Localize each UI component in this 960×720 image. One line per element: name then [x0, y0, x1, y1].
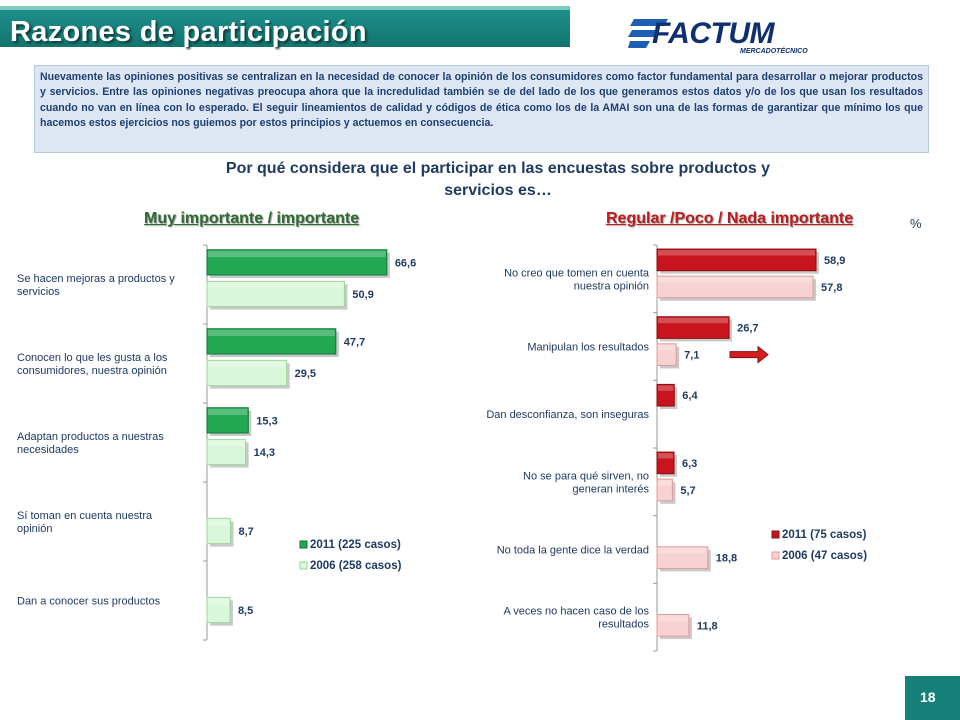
right-category-label: No se para qué sirven, no generan interés: [523, 470, 649, 495]
right-bar-highlight: [658, 480, 672, 486]
intro-paragraph: Nuevamente las opiniones positivas se ce…: [34, 65, 929, 153]
page-title: Razones de participación: [10, 16, 367, 48]
left-category-label: Conocen lo que les gusta a los consumidor…: [17, 352, 168, 377]
left-bar-2006: [206, 517, 231, 545]
left-legend-label: 2006 (258 casos): [310, 560, 402, 572]
left-bar-2011: [206, 249, 388, 276]
right-bar-highlight: [658, 453, 674, 459]
right-bar-2006: [656, 343, 677, 366]
left-bar-2006: [206, 280, 345, 308]
right-data-label: 11,8: [697, 620, 718, 632]
left-bar-highlight: [208, 250, 386, 258]
right-bar-2011: [656, 248, 817, 272]
left-data-label: 15,3: [256, 415, 277, 427]
right-bar-2011: [656, 451, 675, 475]
left-category-label: Dan a conocer sus productos: [17, 596, 161, 608]
title-band-accent: [0, 6, 570, 10]
right-legend-swatch: [771, 551, 780, 560]
left-legend-swatch: [299, 561, 308, 570]
left-bar-2006: [206, 359, 288, 387]
right-bar-highlight: [658, 385, 674, 391]
question-line-1: Por qué considera que el participar en l…: [225, 160, 771, 177]
left-bar-2006: [206, 438, 247, 466]
right-data-label: 5,7: [680, 485, 695, 497]
right-bar-2011: [656, 316, 730, 339]
page-number: 18: [920, 689, 936, 705]
left-data-label: 8,5: [238, 605, 253, 617]
left-bar-highlight: [208, 361, 286, 368]
right-data-label: 6,3: [682, 458, 697, 470]
left-data-label: 29,5: [295, 368, 316, 380]
right-bar-highlight: [658, 317, 729, 324]
left-bar-2006: [206, 596, 231, 624]
left-data-label: 14,3: [254, 447, 275, 459]
logo-wordmark: FACTUM: [652, 17, 774, 50]
right-bar-highlight: [658, 250, 816, 256]
question-line-2: servicios es…: [444, 182, 552, 199]
left-bar-highlight: [208, 440, 245, 447]
left-bar-2011: [206, 407, 249, 434]
right-data-label: 58,9: [824, 255, 845, 267]
survey-question: Por qué considera que el participar en l…: [140, 158, 856, 202]
right-data-label: 7,1: [684, 350, 699, 362]
right-chart-title: Regular /Poco / Nada importante: [606, 210, 854, 227]
right-bar-2006: [656, 478, 673, 502]
left-data-label: 47,7: [344, 336, 365, 348]
red-arrow-icon: [729, 345, 769, 364]
right-data-label: 6,4: [682, 390, 698, 402]
right-category-label: Manipulan los resultados: [527, 342, 649, 354]
factum-logo: FACTUM MERCADOTÉCNICO: [628, 15, 828, 55]
logo-subtext: MERCADOTÉCNICO: [740, 48, 808, 55]
right-category-label: A veces no hacen caso de los resultados: [503, 606, 649, 631]
left-bar-highlight: [208, 598, 229, 605]
right-data-label: 18,8: [716, 553, 737, 565]
right-bar-highlight: [658, 277, 813, 283]
right-bar-2011: [656, 383, 675, 407]
right-bar-highlight: [658, 615, 688, 621]
right-category-label: No creo que tomen en cuenta nuestra opini…: [504, 267, 650, 292]
left-category-label: Adaptan productos a nuestras necesidades: [17, 431, 164, 456]
percent-symbol: %: [910, 216, 922, 231]
right-category-label: Dan desconfianza, son inseguras: [486, 409, 649, 421]
left-bar-highlight: [208, 519, 230, 526]
left-bar-highlight: [208, 329, 335, 337]
right-bar-2006: [656, 613, 690, 637]
left-bar-highlight: [208, 408, 248, 416]
left-bar-highlight: [208, 282, 344, 289]
left-data-label: 8,7: [238, 526, 253, 538]
right-bar-highlight: [658, 344, 676, 351]
left-category-label: Sí toman en cuenta nuestra opinión: [17, 510, 153, 535]
right-bar-highlight: [658, 547, 707, 554]
factum-logo-mark-icon: [628, 19, 668, 48]
right-legend-swatch: [771, 530, 780, 539]
right-legend-label: 2011 (75 casos): [782, 529, 867, 541]
left-legend-swatch: [299, 540, 308, 549]
right-bar-2006: [656, 546, 709, 569]
left-data-label: 66,6: [395, 257, 416, 269]
left-legend-label: 2011 (225 casos): [310, 539, 401, 551]
right-data-label: 26,7: [737, 323, 758, 335]
right-data-label: 57,8: [821, 282, 842, 294]
left-category-label: Se hacen mejoras a productos y servicios: [17, 273, 175, 298]
left-chart-title: Muy importante / importante: [144, 210, 360, 227]
footer-band: [905, 676, 960, 720]
left-bar-2011: [206, 328, 337, 355]
left-data-label: 50,9: [352, 289, 373, 301]
right-category-label: No toda la gente dice la verdad: [497, 545, 649, 557]
title-band: Razones de participación: [0, 6, 570, 48]
right-legend-label: 2006 (47 casos): [782, 550, 867, 562]
right-bar-2006: [656, 275, 814, 299]
